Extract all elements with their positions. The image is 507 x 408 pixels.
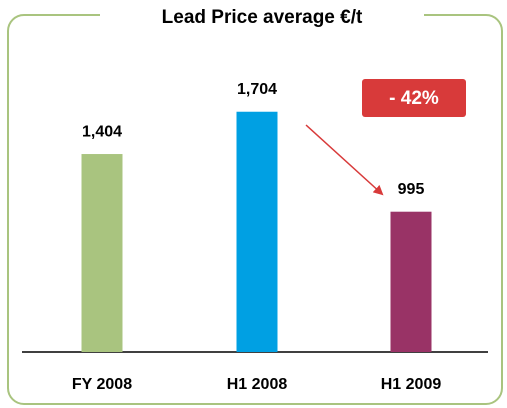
x-tick-label: H1 2008 [227,376,288,393]
bar [81,154,123,352]
value-label: 1,704 [237,81,277,98]
value-label: 1,404 [82,123,122,140]
trend-arrow [305,124,384,196]
title-background [100,4,424,28]
change-badge [362,79,466,117]
value-label: 995 [398,181,425,198]
x-tick-label: FY 2008 [72,376,132,393]
change-label: - 42% [389,88,439,109]
x-tick-label: H1 2009 [381,376,442,393]
chart-title: Lead Price average €/t [162,7,363,28]
bar [390,211,432,352]
bar [236,111,278,353]
